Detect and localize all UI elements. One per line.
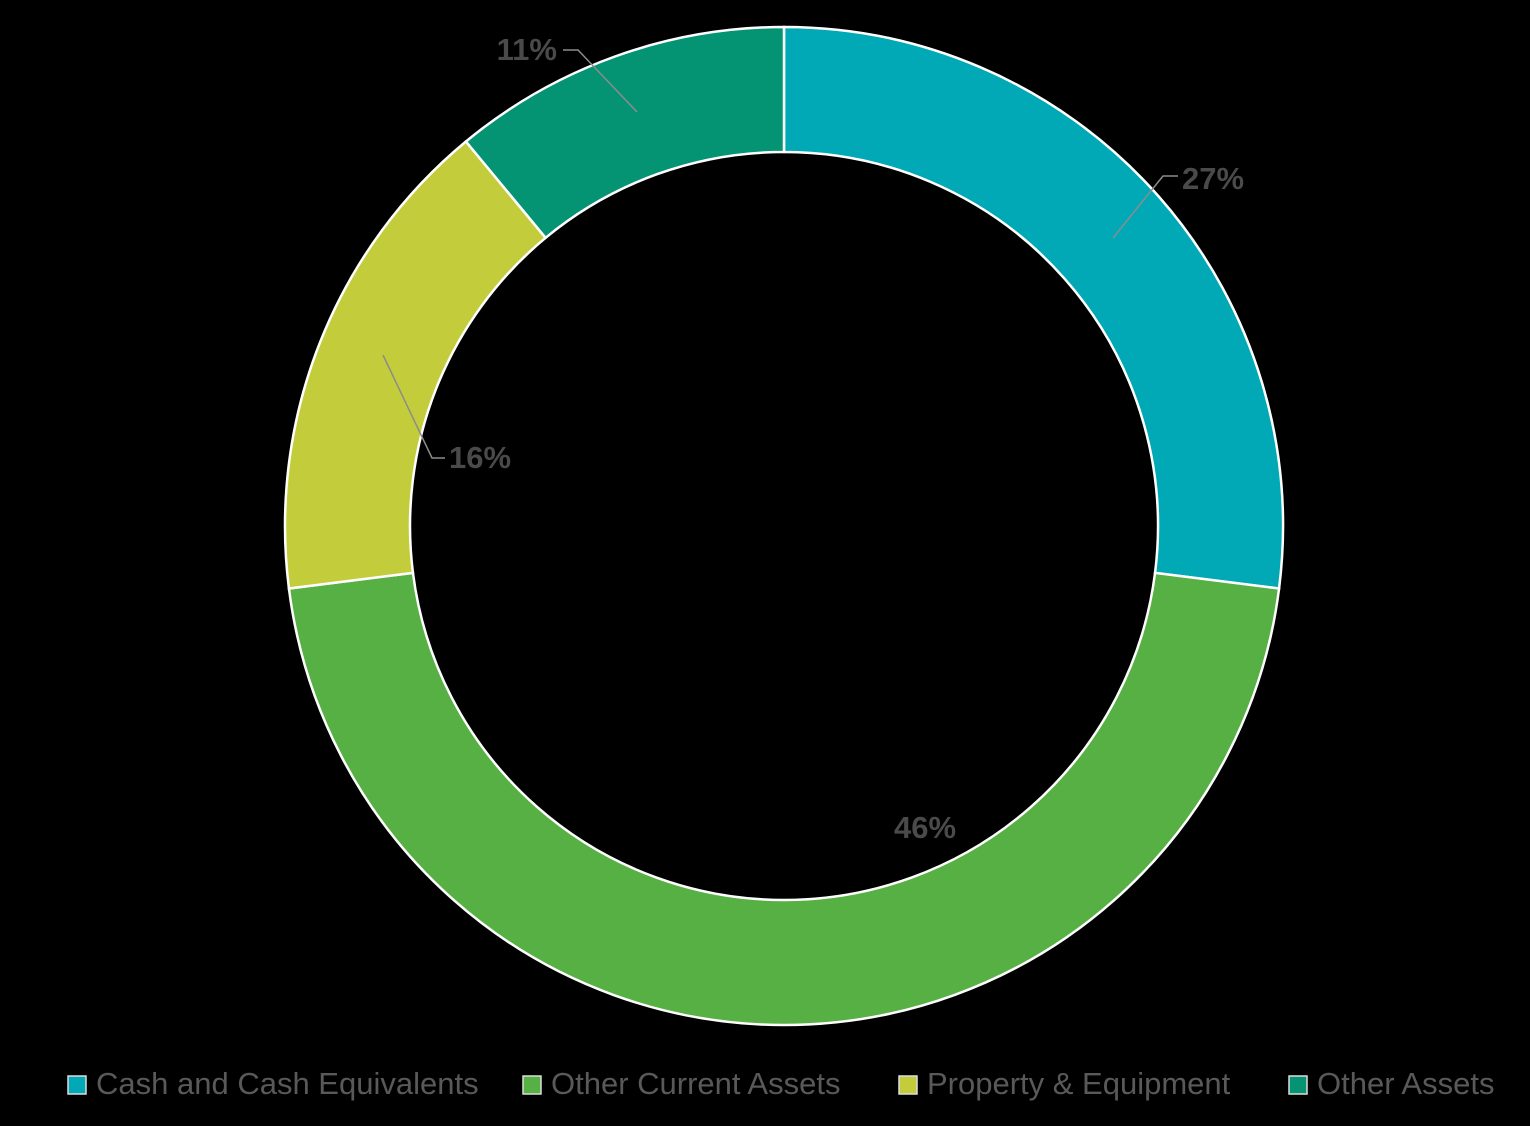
leader-line	[1112, 175, 1178, 239]
value-label: 16%	[449, 440, 511, 475]
donut-segment	[782, 25, 1285, 590]
legend-swatch	[522, 1075, 542, 1095]
legend-swatch	[1288, 1075, 1308, 1095]
value-label: 11%	[497, 32, 557, 67]
legend-label: Other Current Assets	[551, 1066, 840, 1101]
legend-label: Cash and Cash Equivalents	[96, 1066, 479, 1101]
value-label: 46%	[894, 810, 956, 845]
legend-swatch	[67, 1075, 87, 1095]
donut-segment	[464, 25, 786, 240]
donut-segment	[283, 139, 548, 590]
legend-label: Property & Equipment	[927, 1066, 1231, 1101]
leader-line	[382, 354, 445, 459]
donut-segment	[287, 571, 1281, 1027]
value-label: 27%	[1182, 161, 1244, 196]
legend-swatch	[898, 1075, 918, 1095]
leader-line	[563, 49, 638, 113]
legend-label: Other Assets	[1317, 1066, 1494, 1101]
